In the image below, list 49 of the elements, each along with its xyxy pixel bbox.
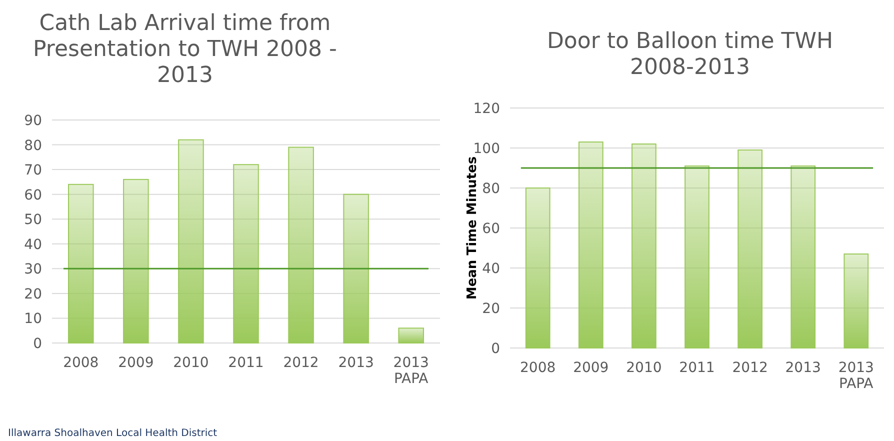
- x-tick-label: 2008: [63, 355, 99, 371]
- x-tick-label: 2012: [283, 355, 319, 371]
- bar: [343, 194, 369, 344]
- y-tick-label: 20: [482, 301, 500, 317]
- y-tick-label: 60: [24, 187, 42, 204]
- x-tick-label: 2012: [732, 360, 768, 376]
- bar: [525, 188, 550, 348]
- y-tick-label: 0: [491, 341, 500, 357]
- bar: [68, 184, 94, 344]
- bar: [578, 142, 604, 348]
- x-tick-label: 2010: [173, 355, 209, 371]
- y-tick-label: 40: [24, 236, 42, 253]
- y-tick-label: 20: [24, 286, 42, 302]
- bar: [178, 139, 204, 344]
- chart-title: Door to Balloon time TWH 2008-2013: [546, 29, 834, 80]
- y-tick-label: 50: [24, 212, 42, 228]
- x-tick-label: 2013: [338, 355, 374, 371]
- y-tick-label: 90: [24, 113, 42, 129]
- bar: [288, 146, 314, 344]
- x-tick-label: 2010: [626, 360, 662, 376]
- x-tick-label: 2013: [785, 360, 821, 376]
- y-axis-title: Mean Time Minutes: [465, 156, 480, 300]
- bar: [844, 254, 869, 348]
- y-tick-label: 0: [33, 336, 42, 352]
- y-tick-label: 80: [24, 138, 42, 154]
- y-tick-label: 80: [482, 181, 500, 197]
- y-tick-label: 60: [482, 221, 500, 237]
- x-tick-label: 2009: [118, 355, 154, 371]
- bar: [684, 166, 710, 348]
- chart-title: Cath Lab Arrival time from Presentation to TWH 2008 - 2013: [33, 11, 337, 88]
- bar: [738, 150, 762, 348]
- text: Illawarra Shoalhaven Local Health District: [8, 428, 218, 439]
- y-tick-label: 30: [24, 262, 42, 278]
- x-tick-label: 2013 PAPA: [393, 355, 429, 387]
- x-tick-label: 2009: [573, 360, 609, 376]
- y-tick-label: 10: [24, 311, 42, 328]
- y-tick-label: 120: [473, 101, 500, 117]
- bar: [790, 166, 816, 348]
- bar: [123, 178, 149, 344]
- bar: [233, 164, 259, 344]
- x-tick-label: 2011: [679, 360, 715, 376]
- y-tick-label: 40: [482, 261, 500, 277]
- y-tick-label: 70: [24, 162, 42, 179]
- bar: [398, 328, 424, 344]
- bar: [632, 144, 656, 348]
- x-tick-label: 2008: [520, 360, 556, 376]
- x-tick-label: 2011: [228, 355, 264, 371]
- x-tick-label: 2013 PAPA: [838, 360, 874, 392]
- y-tick-label: 100: [473, 141, 500, 157]
